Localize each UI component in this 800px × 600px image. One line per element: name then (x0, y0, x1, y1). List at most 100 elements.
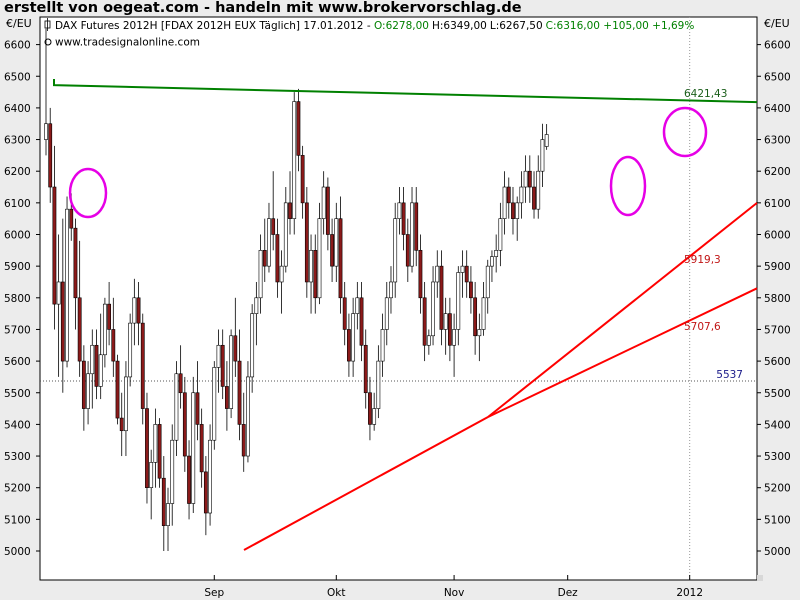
candle-body (380, 329, 385, 362)
plot-area (39, 16, 758, 581)
candle-body (304, 202, 309, 283)
y-axes: 5000 5000 5100 5100 5200 5200 5300 5300 5400 5400… (4, 40, 791, 558)
candle-body (325, 186, 330, 235)
x-axis: Sep Okt Nov Dez 2012 (204, 575, 703, 599)
candle-body (359, 297, 364, 346)
candle-body (498, 218, 503, 251)
support-base-line (243, 416, 489, 551)
y-tick-label-left: 6500 (4, 71, 31, 83)
candle-body (124, 376, 128, 432)
candle-body (330, 234, 334, 267)
candle-body (469, 281, 473, 299)
candle-body (102, 303, 107, 356)
y-tick-label-left: 5200 (4, 483, 31, 495)
highlight-circle (68, 167, 108, 219)
candle-body (166, 503, 170, 526)
candle-body (229, 335, 234, 409)
candle-body (132, 297, 137, 324)
candle-body (426, 335, 431, 346)
candle-body (237, 360, 242, 425)
high-value: H:6349,00 (432, 20, 487, 32)
candle-body (515, 202, 520, 219)
y-tick-label-left: 5800 (4, 293, 31, 305)
candle-body (313, 250, 318, 299)
x-tick-label: Nov (444, 587, 465, 599)
resistance-line (53, 79, 758, 104)
candle-body (410, 202, 414, 267)
highlight-circle (662, 106, 708, 158)
y-tick-label-left: 6600 (4, 40, 31, 52)
candle-body (199, 424, 204, 473)
support-line-flat (487, 287, 758, 418)
candle-body (532, 186, 536, 210)
y-tick-label-right: 5500 (764, 388, 791, 400)
y-tick-label-right: 5700 (764, 324, 791, 336)
highlight-circle (609, 155, 647, 217)
y-tick-label-left: 5300 (4, 451, 31, 463)
candle-body (384, 297, 389, 330)
candle-body (389, 281, 393, 299)
candle-body (431, 281, 435, 337)
y-tick-label-right: 5800 (764, 293, 791, 305)
y-tick-label-left: 5100 (4, 514, 31, 526)
candle-body (170, 439, 175, 504)
candle-body (65, 208, 69, 362)
candle-body (347, 329, 351, 362)
candle-body (279, 265, 284, 283)
y-tick-label-right: 5000 (764, 546, 791, 558)
y-tick-label-left: 5600 (4, 356, 31, 368)
y-tick-label-right: 5200 (764, 483, 791, 495)
candle-body (355, 297, 360, 314)
candle-body (254, 297, 259, 314)
reference-line: 5537 (40, 369, 757, 382)
candle-body (477, 329, 482, 337)
candle-body (300, 155, 305, 204)
candle-body (372, 408, 377, 425)
candle-body (321, 186, 326, 219)
candle-body (174, 373, 179, 441)
y-tick-label-left: 6200 (4, 166, 31, 178)
candle-body (317, 218, 322, 299)
candle-body (119, 417, 124, 432)
candle-body (262, 250, 267, 267)
y-tick-label-left: 5400 (4, 419, 31, 431)
y-tick-label-right: 5300 (764, 451, 791, 463)
website-label: www.tradesignalonline.com (55, 37, 200, 49)
low-value: L:6267,50 (490, 20, 543, 32)
candle-body (258, 250, 263, 299)
y-tick-label-right: 6000 (764, 230, 791, 242)
candle-body (81, 360, 86, 409)
candle-body (519, 186, 524, 204)
instrument-name: DAX Futures 2012H [FDAX 2012H EUX Täglic… (55, 20, 363, 32)
candle-body (481, 297, 486, 330)
x-tick-label: Dez (558, 587, 579, 599)
y-tick-label-left: 6000 (4, 230, 31, 242)
y-tick-label-right: 6300 (764, 135, 791, 147)
x-tick-label: Sep (204, 587, 224, 599)
instrument-line: DAX Futures 2012H [FDAX 2012H EUX Täglic… (55, 20, 694, 32)
candle-body (511, 202, 515, 219)
candle-body (443, 313, 448, 330)
candle-body (136, 297, 141, 324)
y-tick-label-left: 6100 (4, 198, 31, 210)
candle-body (464, 265, 469, 283)
candle-body (212, 367, 217, 441)
candle-body (439, 265, 444, 330)
y-tick-label-right: 5600 (764, 356, 791, 368)
candle-body (187, 455, 191, 504)
scrollbar[interactable] (757, 575, 763, 581)
candle-body (368, 392, 372, 425)
candle-body (523, 170, 528, 188)
candle-body (115, 360, 120, 419)
support-line-steep (487, 202, 758, 418)
candle-body (161, 477, 166, 526)
candle-body (334, 218, 339, 267)
candle-body (351, 313, 356, 362)
candle-body (363, 344, 368, 394)
candle-body (86, 373, 90, 409)
candle-body (393, 218, 398, 283)
instrument-separator: - (363, 20, 373, 32)
candle-body (73, 227, 78, 299)
candle-body (98, 354, 103, 387)
candle-body (473, 297, 478, 337)
